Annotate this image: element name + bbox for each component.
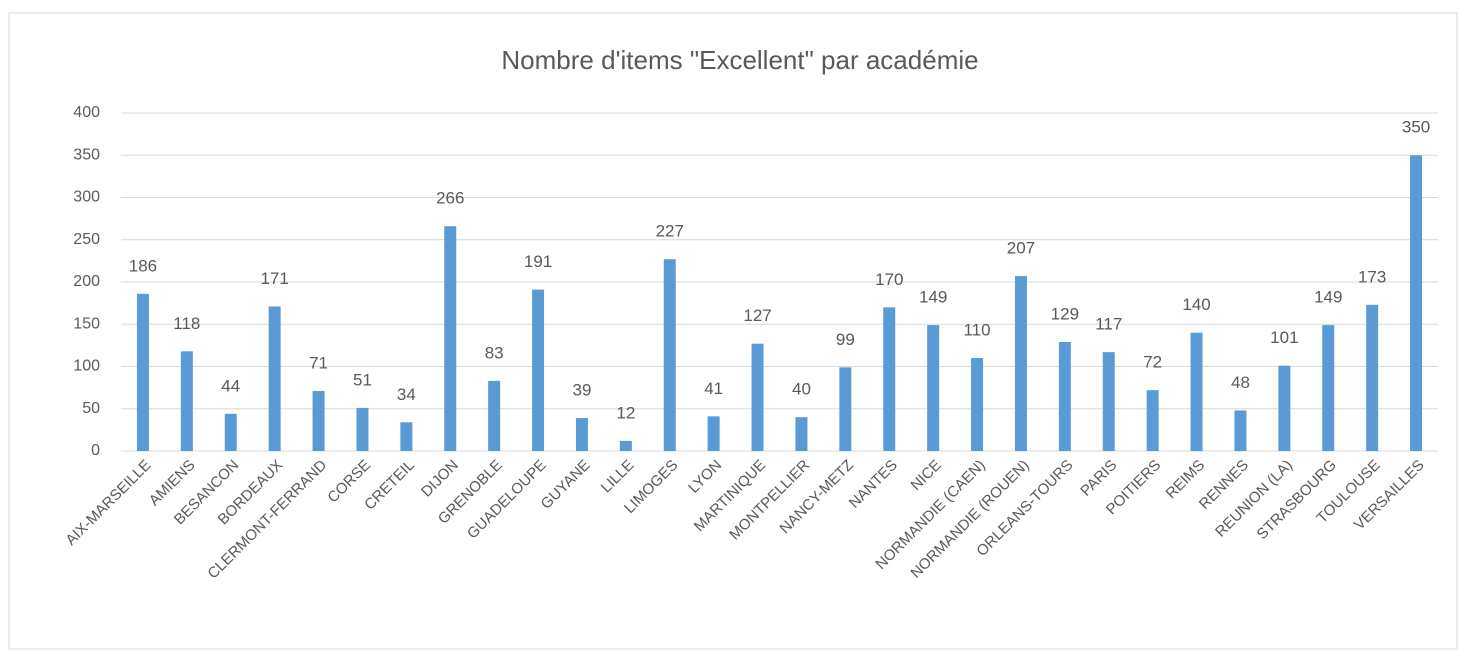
bar xyxy=(1146,390,1159,451)
y-tick-label: 350 xyxy=(73,146,100,163)
data-label: 191 xyxy=(524,252,552,271)
y-tick-label: 0 xyxy=(91,442,100,459)
bar xyxy=(663,259,676,451)
data-label: 118 xyxy=(173,314,200,333)
data-label: 110 xyxy=(963,321,990,340)
bar xyxy=(971,358,984,451)
data-label: 227 xyxy=(656,222,684,241)
bar xyxy=(1322,325,1335,451)
bar xyxy=(927,325,940,451)
y-tick-label: 150 xyxy=(73,315,100,332)
bar xyxy=(883,307,896,451)
bar xyxy=(356,407,369,451)
y-tick-label: 400 xyxy=(73,104,100,121)
data-label: 34 xyxy=(397,385,416,404)
data-label: 350 xyxy=(1402,118,1430,137)
bar xyxy=(136,293,149,451)
bar xyxy=(1410,155,1423,451)
bar xyxy=(795,417,808,451)
bar xyxy=(268,306,281,451)
y-tick-label: 250 xyxy=(73,231,100,248)
data-label: 51 xyxy=(353,370,372,389)
bar xyxy=(444,226,457,451)
data-label: 83 xyxy=(485,343,504,362)
bar xyxy=(1278,365,1291,451)
bar xyxy=(1102,352,1115,451)
data-label: 12 xyxy=(616,403,635,422)
chart-title: Nombre d'items "Excellent" par académie xyxy=(501,45,978,75)
bar xyxy=(1014,276,1027,451)
data-label: 149 xyxy=(919,288,947,307)
data-label: 186 xyxy=(129,256,157,275)
bar xyxy=(1190,332,1203,451)
bar xyxy=(575,418,588,451)
data-label: 44 xyxy=(221,376,240,395)
data-label: 149 xyxy=(1314,288,1342,307)
data-label: 41 xyxy=(704,379,723,398)
bar xyxy=(180,351,193,451)
y-tick-label: 300 xyxy=(73,189,100,206)
data-label: 72 xyxy=(1143,353,1162,372)
data-label: 127 xyxy=(743,306,771,325)
data-label: 171 xyxy=(260,269,288,288)
data-label: 129 xyxy=(1051,304,1079,323)
chart-border xyxy=(8,12,1458,650)
bar xyxy=(1234,410,1247,451)
data-label: 99 xyxy=(836,330,855,349)
data-label: 40 xyxy=(792,380,811,399)
y-tick-label: 200 xyxy=(73,273,100,290)
bar xyxy=(751,343,764,451)
data-label: 101 xyxy=(1270,328,1298,347)
bar xyxy=(224,413,237,451)
bar xyxy=(1366,304,1379,451)
data-label: 173 xyxy=(1358,267,1386,286)
bar xyxy=(839,367,852,451)
data-label: 266 xyxy=(436,189,464,208)
bar xyxy=(619,440,632,451)
data-label: 48 xyxy=(1231,373,1250,392)
data-label: 140 xyxy=(1182,295,1210,314)
data-label: 39 xyxy=(572,381,591,400)
bar xyxy=(707,416,720,451)
y-tick-label: 50 xyxy=(82,400,100,417)
bar xyxy=(532,289,545,451)
bar xyxy=(312,391,325,451)
data-label: 71 xyxy=(309,353,328,372)
bar xyxy=(400,422,413,451)
data-label: 117 xyxy=(1095,315,1122,334)
data-label: 170 xyxy=(875,270,903,289)
bar xyxy=(1058,341,1071,451)
bar xyxy=(488,380,501,451)
data-label: 207 xyxy=(1007,239,1035,258)
y-tick-label: 100 xyxy=(73,358,100,375)
